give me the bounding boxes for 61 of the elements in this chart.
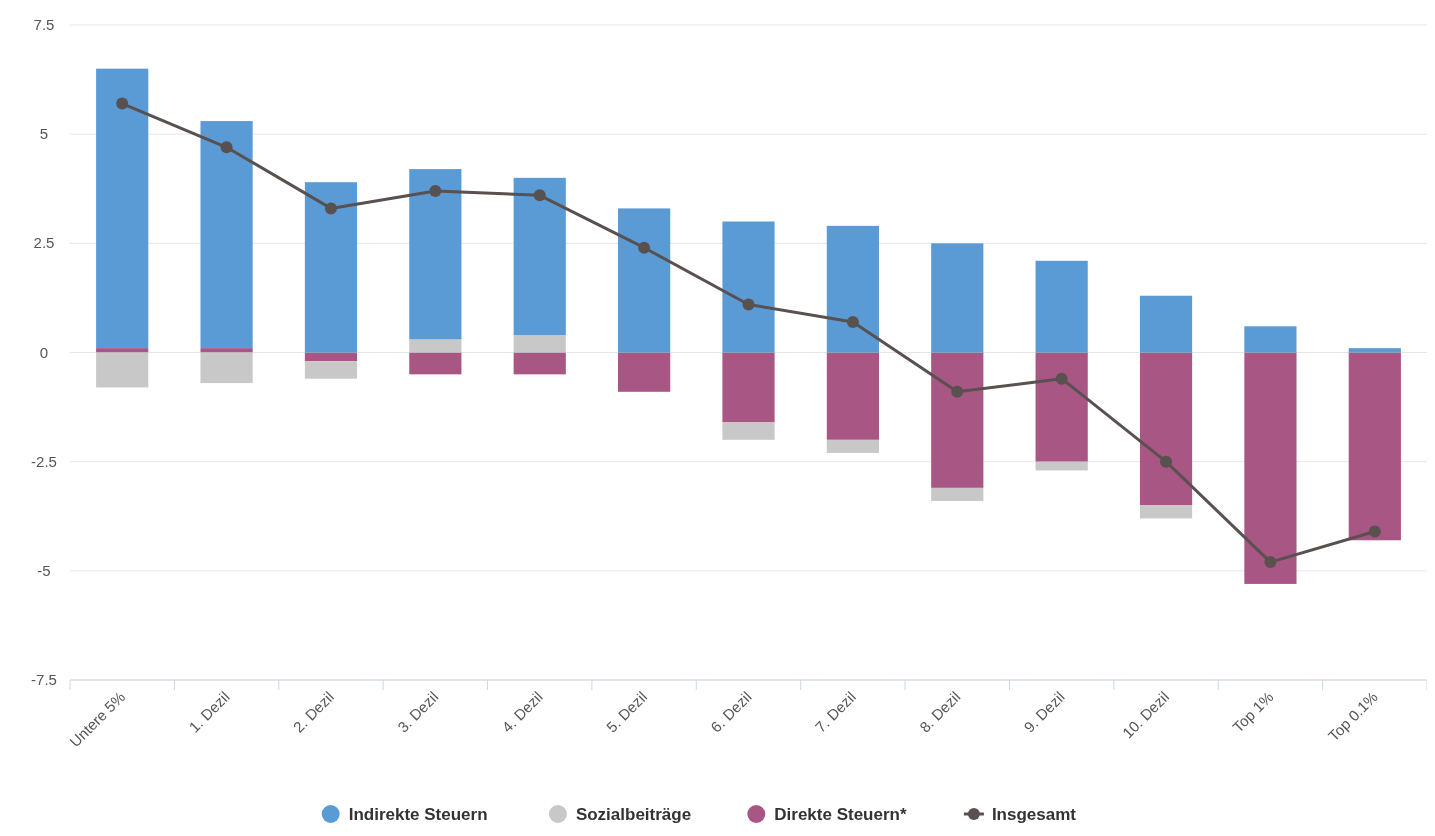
bar [1035,260,1088,353]
bar [200,352,253,384]
bar [722,352,775,423]
x-tick-label: Top 1% [1229,688,1277,736]
bar [513,177,566,336]
bar [513,352,566,375]
bar [409,352,462,375]
bar [304,182,358,353]
point [324,202,337,215]
bar [304,361,358,379]
bar [1348,348,1401,353]
bar [409,339,462,353]
bar [409,169,462,340]
legend-label: Indirekte Steuern [348,805,488,824]
bar [931,243,984,353]
bar [826,352,879,440]
point [638,241,651,254]
y-tick-label: -7.5 [31,671,57,688]
bar [304,352,358,362]
bar [1035,352,1088,462]
legend-label: Insgesamt [991,805,1077,824]
bar [826,225,879,353]
point [533,189,546,202]
y-tick-label: -5 [37,561,51,579]
y-tick-label: 7.5 [33,16,55,33]
point [220,141,233,154]
bar [200,348,253,353]
bar [722,422,775,440]
y-tick-label: 2.5 [33,234,55,252]
point [742,298,755,311]
point [1368,525,1381,538]
point [1055,372,1068,385]
point [846,315,859,328]
bar [513,335,566,353]
bar [1139,352,1193,506]
bar [931,487,984,501]
point [116,97,129,110]
y-tick-label: -2.5 [31,452,57,470]
point [951,385,964,398]
point [1264,556,1277,569]
bar [931,352,984,488]
bar [618,208,671,353]
bar [96,68,149,349]
bar [1035,461,1088,471]
bar [1244,352,1297,584]
legend-label: Direkte Steuern* [774,805,907,824]
bar [200,121,253,349]
bar [96,352,149,388]
legend-label: Sozialbeiträge [575,805,692,824]
point [1160,455,1173,468]
bar [1139,505,1193,519]
y-tick-label: 0 [39,343,49,361]
bar [96,348,149,353]
bar [1348,352,1401,541]
bar [826,439,879,453]
point [429,184,442,197]
bar [1244,326,1297,353]
bar [1139,295,1193,353]
bar [722,221,775,353]
bar [618,352,671,392]
y-tick-label: 5 [39,125,49,143]
